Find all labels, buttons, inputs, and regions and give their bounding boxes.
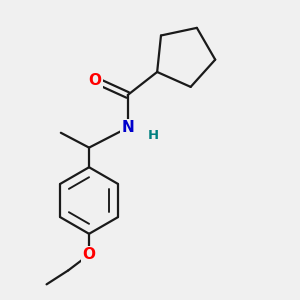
Text: N: N [121, 120, 134, 135]
Text: O: O [82, 247, 96, 262]
Text: O: O [88, 73, 101, 88]
Text: H: H [147, 129, 158, 142]
